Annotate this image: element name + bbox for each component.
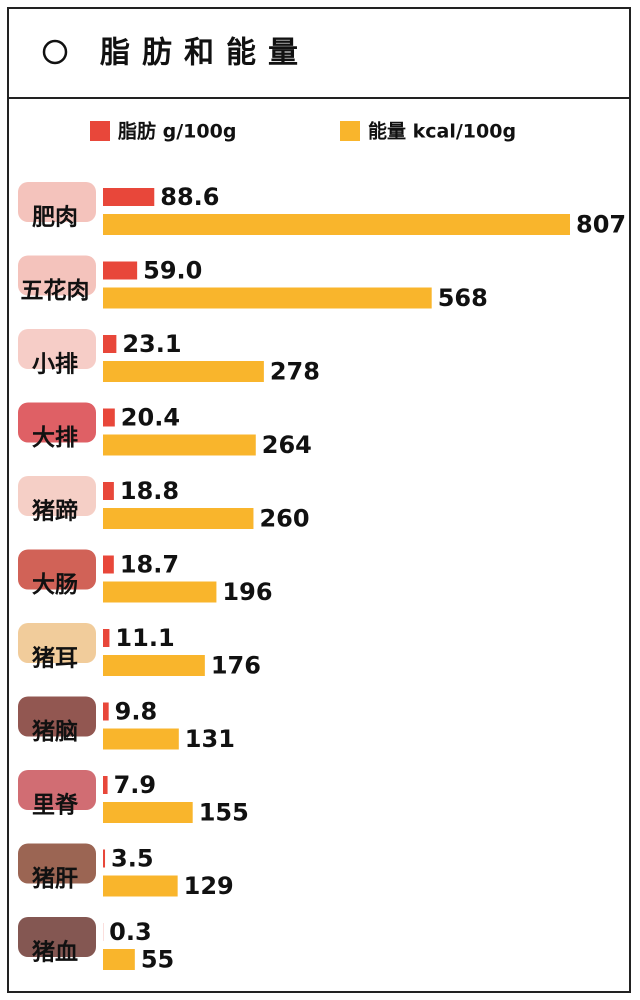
bar [103, 188, 155, 206]
bar [103, 629, 110, 647]
value-label: 807 [576, 211, 626, 239]
bar [103, 776, 108, 794]
value-label: 196 [222, 578, 272, 606]
value-label: 0.3 [109, 918, 152, 946]
food-icon [18, 329, 96, 369]
bar [103, 555, 114, 574]
value-label: 9.8 [115, 698, 158, 726]
value-label: 264 [262, 431, 312, 459]
bar [103, 655, 205, 676]
bar [103, 287, 432, 309]
bar [103, 949, 135, 970]
category-label: 五花肉 [21, 278, 90, 304]
value-label: 176 [211, 652, 261, 680]
bar [103, 581, 217, 603]
bar [103, 361, 264, 382]
category-label: 肥肉 [32, 205, 78, 231]
food-icon [18, 402, 96, 443]
food-icon [18, 549, 96, 590]
food-icon [18, 182, 96, 222]
category-label: 小排 [32, 352, 78, 378]
value-label: 278 [270, 358, 320, 386]
bar [103, 702, 109, 721]
value-label: 11.1 [115, 624, 174, 652]
bar [103, 508, 254, 529]
bar [103, 335, 117, 353]
category-label: 里脊 [32, 792, 79, 819]
value-label: 568 [438, 284, 488, 312]
bar [103, 261, 138, 280]
category-label: 猪血 [32, 939, 78, 966]
bar [103, 408, 115, 427]
bar [103, 875, 178, 897]
value-label: 20.4 [121, 404, 180, 432]
value-label: 23.1 [122, 330, 181, 358]
legend-swatch [340, 121, 360, 141]
food-icon [18, 770, 96, 810]
bar [103, 849, 106, 868]
value-label: 59.0 [143, 257, 202, 285]
category-label: 猪耳 [32, 646, 78, 672]
value-label: 131 [185, 725, 235, 753]
legend-label: 能量 kcal/100g [368, 120, 516, 143]
bar [103, 214, 570, 235]
value-label: 129 [184, 872, 234, 900]
title-bullet [42, 39, 68, 65]
bar [103, 434, 256, 456]
category-label: 猪脑 [32, 718, 78, 745]
legend-swatch [90, 121, 110, 141]
food-icon [18, 917, 96, 957]
food-icon [18, 843, 96, 884]
category-label: 猪蹄 [32, 498, 78, 525]
bar [103, 802, 193, 823]
food-icon [18, 696, 96, 737]
value-label: 18.7 [120, 551, 179, 579]
value-label: 7.9 [114, 771, 157, 799]
food-icon [18, 255, 96, 296]
category-label: 大肠 [32, 572, 78, 598]
category-label: 猪肝 [32, 866, 78, 892]
bar [103, 482, 114, 500]
value-label: 260 [259, 505, 309, 533]
value-label: 55 [141, 946, 174, 974]
value-label: 88.6 [160, 183, 219, 211]
value-label: 3.5 [111, 845, 154, 873]
food-icon [18, 623, 96, 663]
category-label: 大排 [32, 425, 78, 451]
bar [103, 728, 179, 750]
value-label: 155 [199, 799, 249, 827]
legend-label: 脂肪 g/100g [118, 120, 236, 143]
value-label: 18.8 [120, 477, 179, 505]
food-icon [18, 476, 96, 516]
frame [7, 7, 631, 993]
chart-title: 脂肪和能量 [100, 36, 310, 71]
